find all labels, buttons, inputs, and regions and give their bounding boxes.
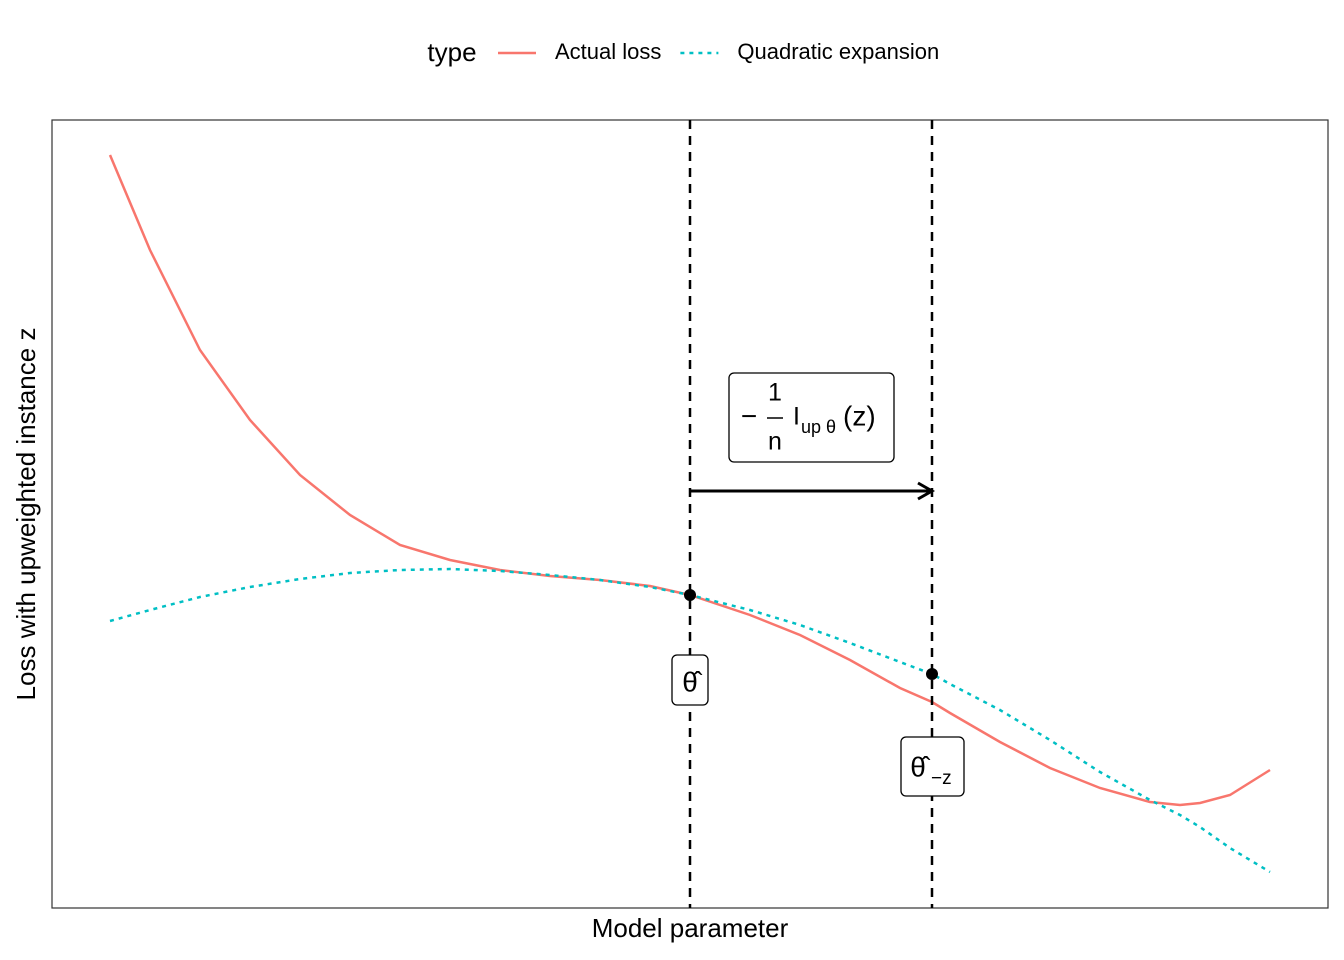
point: [684, 589, 696, 601]
annotation: I: [793, 403, 800, 431]
legend-label: Quadratic expansion: [737, 39, 939, 64]
annotation: 1: [768, 379, 782, 407]
annotation: θ̂: [682, 666, 703, 697]
annotation: n: [768, 428, 782, 456]
legend-title: type: [427, 37, 476, 67]
series-line: [108, 154, 1271, 807]
annotation-box: [728, 372, 895, 463]
series-line: [109, 567, 1271, 874]
annotation: −z: [931, 768, 952, 789]
annotation: θ̂: [910, 751, 931, 782]
legend-label: Actual loss: [555, 39, 661, 64]
annotation: (z): [843, 400, 876, 431]
annotation: −: [741, 400, 757, 431]
annotation: up θ: [801, 417, 836, 437]
arrow-head: [917, 481, 936, 501]
x-axis-label: Model parameter: [592, 913, 789, 943]
annotation-box: [900, 736, 965, 797]
y-axis-label: Loss with upweighted instance z: [11, 328, 41, 701]
annotation-box: [671, 654, 709, 706]
point: [926, 668, 938, 680]
